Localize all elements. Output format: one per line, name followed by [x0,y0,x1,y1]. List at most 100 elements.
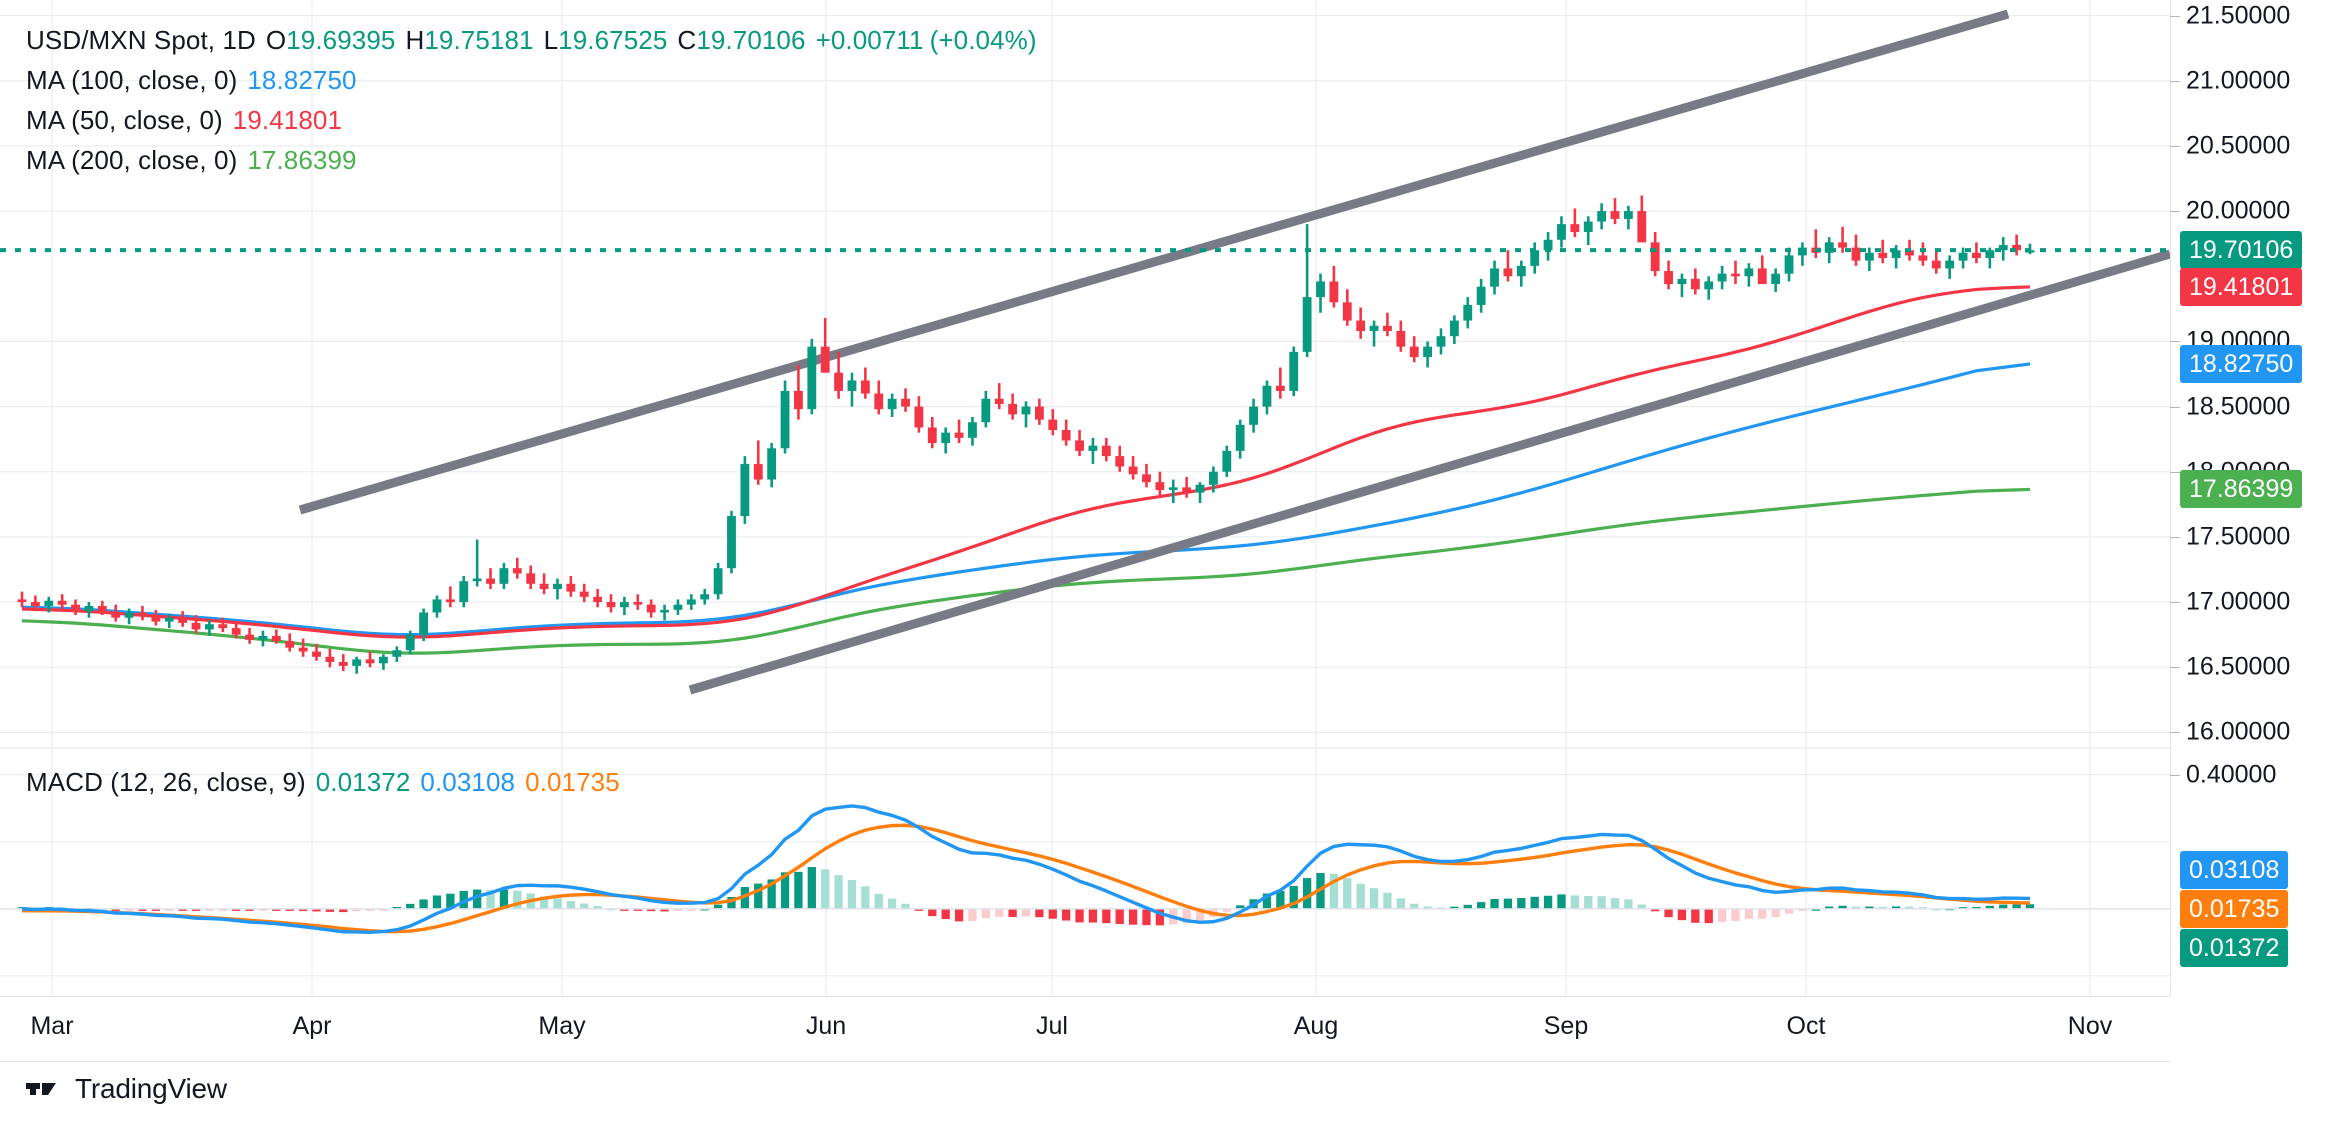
macd-histogram-bar [1865,906,1874,909]
macd-hist-badge[interactable]: 0.01372 [2180,928,2289,967]
candle-body [1838,242,1848,248]
macd-histogram-bar [1517,898,1526,909]
macd-histogram-bar [151,908,161,911]
time-axis-tick: Aug [1293,1012,1339,1040]
macd-histogram-bar [713,904,723,909]
candle-body [285,641,295,648]
legend-ma100-row[interactable]: MA (100, close, 0) 18.82750 [26,60,1037,100]
candlestick-series[interactable] [17,195,2035,674]
ma50-value: 19.41801 [232,105,343,135]
macd-histogram-bar [995,908,1004,917]
candle-body [1543,239,1553,251]
macd-histogram-bar [1356,883,1365,909]
candle-body [633,602,643,605]
candle-body [673,604,683,610]
macd-histogram-bar [472,889,482,909]
macd-histogram-bar [339,908,348,913]
price-axis-tick-mark [2170,145,2180,147]
ma200-badge[interactable]: 17.86399 [2180,470,2303,509]
legend-ma50-row[interactable]: MA (50, close, 0) 19.41801 [26,100,1037,140]
candle-body [1650,242,1660,272]
macd-histogram-bar [1222,908,1231,912]
macd-histogram-bar [1811,908,1820,911]
macd-histogram-bar [258,908,268,911]
candle-body [901,398,910,407]
ma100-badge[interactable]: 18.82750 [2180,344,2303,383]
candle-body [847,380,857,391]
macd-histogram-bar [1236,905,1245,909]
macd-histogram-bar [1958,907,1968,910]
macd-line [21,804,2031,935]
change-percent: (+0.04%) [929,25,1037,55]
candle-body [1235,424,1245,451]
ma50-badge[interactable]: 19.41801 [2180,267,2303,306]
macd-histogram-bar [673,908,683,911]
time-axis-tick: Nov [2067,1012,2113,1040]
candle-body [419,612,429,635]
macd-histogram-bar [124,908,134,911]
candle-body [1690,278,1700,290]
candle-body [767,448,777,480]
candle-body [593,596,603,603]
macd-histogram-bar [767,879,776,909]
macd-histogram-bar [1825,906,1834,909]
candle-body [1998,244,2008,251]
macd-line-badge[interactable]: 0.03108 [2180,850,2289,889]
candle-body [1088,445,1098,451]
macd-axis[interactable]: 0.40000 0.03108 0.01735 0.01372 [2170,748,2348,996]
candle-body [780,390,790,449]
macd-histogram-bar [178,908,187,911]
macd-lines [21,804,2031,935]
macd-histogram-bar [1851,906,1861,909]
legend-title-row[interactable]: USD/MXN Spot, 1D O19.69395 H19.75181 L19.67… [26,20,1037,60]
legend-ma200-row[interactable]: MA (200, close, 0) 17.86399 [26,140,1037,180]
macd-histogram-bar [1784,908,1794,914]
price-axis-tick-mark [2170,341,2180,343]
candle-body [1356,320,1366,331]
macd-histogram-bar [1088,908,1098,923]
candle-body [794,390,803,410]
macd-histogram-bar [1490,899,1499,909]
candle-body [1075,440,1084,451]
macd-histogram-bar [1798,908,1807,911]
tradingview-branding[interactable]: TradingView [26,1073,227,1105]
macd-histogram-bar [191,908,201,911]
macd-histogram-bar [1972,906,1981,909]
ma100-value: 18.82750 [247,65,357,95]
time-axis-tick: Jul [1036,1012,1068,1040]
candle-body [1851,247,1861,261]
candle-body [164,617,174,622]
candle-body [994,398,1004,404]
candle-body [1757,268,1767,285]
symbol-title[interactable]: USD/MXN Spot, 1D [26,25,256,55]
macd-histogram-bar [1557,894,1566,909]
macd-histogram-bar [580,903,589,909]
macd-histogram-bar [660,908,669,912]
candle-body [258,635,268,640]
trendline-upper[interactable] [298,9,2010,515]
candle-body [459,581,469,603]
candle-body [1436,336,1446,347]
candle-body [579,591,589,597]
macd-signal-badge[interactable]: 0.01735 [2180,889,2289,928]
candle-body [1516,265,1526,277]
macd-axis-tick-mark [2170,774,2180,776]
macd-histogram-bar [165,908,174,911]
macd-histogram-bar [2012,904,2021,909]
candle-body [1142,474,1151,483]
candle-body [526,573,536,584]
candle-body [1369,325,1379,331]
macd-histogram-bar [1597,896,1606,909]
candle-body [392,650,402,657]
last-price-badge[interactable]: 19.70106 [2180,231,2303,270]
candle-body [1570,224,1580,232]
trendline-lower[interactable] [688,249,2172,695]
macd-histogram-bar [205,908,214,911]
macd-histogram-bar [1731,908,1740,921]
macd-histogram-bar [1838,905,1847,909]
legend-macd-row[interactable]: MACD (12, 26, close, 9) 0.01372 0.03108 0.0… [26,762,620,802]
macd-histogram-bar [245,908,254,911]
time-axis[interactable]: Mar Apr May Jun Jul Aug Sep Oct Nov [0,996,2170,1062]
price-axis[interactable]: 21.50000 21.00000 20.50000 20.00000 19.00000… [2170,0,2348,748]
